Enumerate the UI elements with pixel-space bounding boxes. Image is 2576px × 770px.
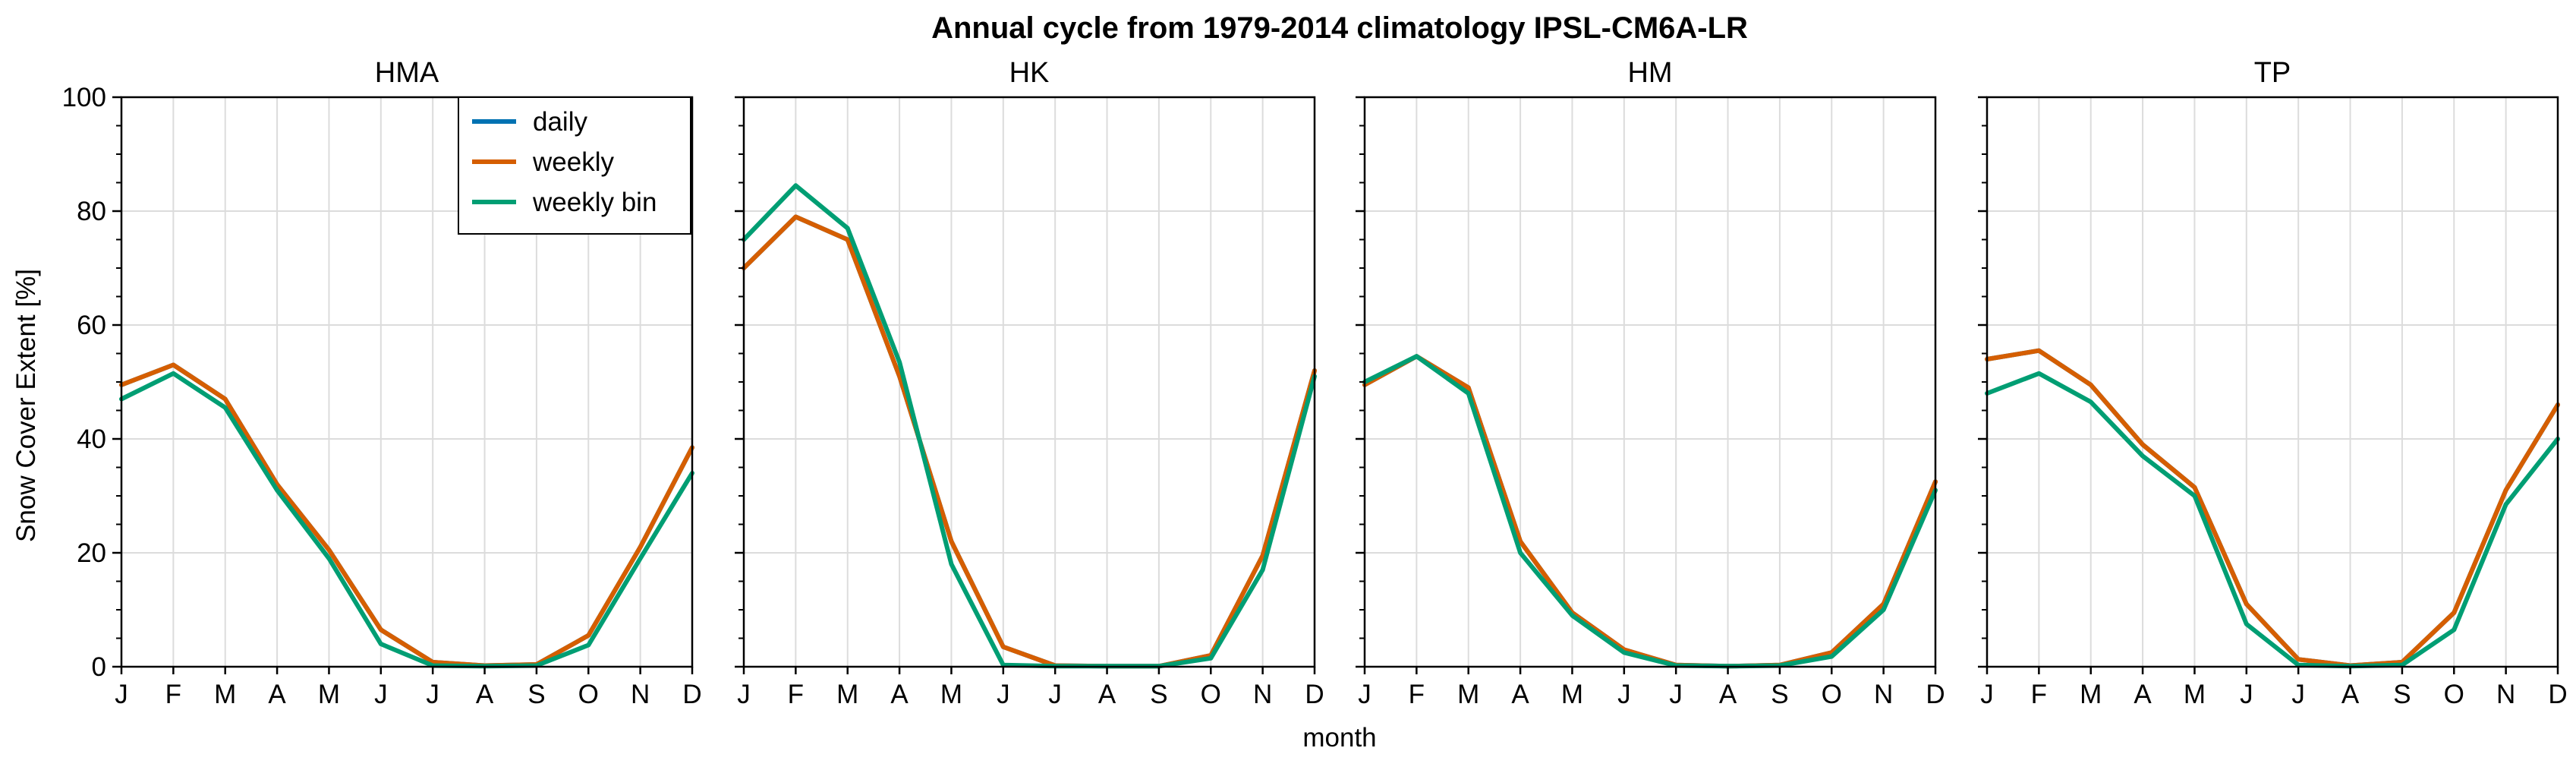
series-line-daily: [1362, 354, 1938, 669]
y-tick-label: 40: [77, 424, 106, 454]
x-tick-label: S: [527, 680, 545, 709]
x-tick-label: M: [2080, 680, 2102, 709]
x-tick-label: J: [2291, 680, 2305, 709]
x-tick-label: S: [1150, 680, 1167, 709]
x-tick-label: M: [214, 680, 236, 709]
panel-hm: J F M A M J J A S O N D HM: [1356, 57, 1945, 709]
y-tick-label: 100: [62, 83, 106, 112]
x-tick-label: D: [682, 680, 701, 709]
panel-title: HMA: [375, 57, 439, 89]
x-tick-label: D: [1305, 680, 1324, 709]
x-tick-label: D: [1926, 680, 1945, 709]
x-tick-label: F: [165, 680, 181, 709]
x-tick-label: M: [1457, 680, 1479, 709]
y-tick-label: 20: [77, 538, 106, 568]
series-line-weekly: [742, 214, 1317, 669]
x-tick-label: M: [2184, 680, 2206, 709]
plot-frame: [742, 96, 1316, 668]
panel-title: HM: [1627, 57, 1672, 89]
x-tick-label: J: [737, 680, 751, 709]
panel-tp: J F M A M J J A S O N D TP: [1978, 57, 2568, 709]
x-axis-label: month: [1302, 723, 1376, 753]
x-tick-label: N: [2496, 680, 2515, 709]
x-tick-label: F: [788, 680, 804, 709]
x-tick-label: J: [374, 680, 388, 709]
x-tick-label: O: [1822, 680, 1842, 709]
legend-label: daily: [533, 107, 587, 137]
series-line-weekly: [1362, 354, 1938, 669]
series-line-weekly-bin: [1985, 371, 2560, 669]
y-axis-label: Snow Cover Extent [%]: [11, 269, 41, 542]
x-tick-label: A: [1719, 680, 1737, 709]
x-tick-label: A: [1098, 680, 1116, 709]
subplot-panels: J F M A M J J A S O N D020406080100HMAdailyweeklywe…: [62, 57, 2568, 709]
x-tick-label: M: [1561, 680, 1583, 709]
x-tick-label: J: [1048, 680, 1062, 709]
x-tick-label: M: [940, 680, 962, 709]
x-tick-label: S: [1771, 680, 1788, 709]
x-tick-label: N: [631, 680, 650, 709]
series-line-weekly: [119, 362, 694, 668]
x-tick-label: M: [836, 680, 858, 709]
y-tick-label: 0: [92, 652, 106, 682]
x-tick-label: O: [578, 680, 599, 709]
panel-hk: J F M A M J J A S O N D HK: [735, 57, 1324, 709]
x-tick-label: S: [2393, 680, 2411, 709]
x-tick-label: J: [1617, 680, 1631, 709]
panel-hma: J F M A M J J A S O N D 0 20 40 60 80 100 HMA daily weekly we…: [62, 57, 702, 709]
x-tick-label: J: [997, 680, 1010, 709]
x-tick-label: A: [476, 680, 494, 709]
x-tick-label: F: [1409, 680, 1425, 709]
x-tick-label: J: [115, 680, 128, 709]
series-line-weekly: [1985, 348, 2560, 668]
x-tick-label: J: [426, 680, 439, 709]
series-line-daily: [1985, 348, 2560, 668]
legend-label: weekly bin: [532, 188, 657, 217]
x-tick-label: J: [1669, 680, 1683, 709]
x-tick-label: A: [1511, 680, 1529, 709]
y-tick-label: 80: [77, 197, 106, 226]
panel-title: HK: [1009, 57, 1050, 89]
x-tick-label: F: [2031, 680, 2047, 709]
x-tick-label: D: [2548, 680, 2567, 709]
x-tick-label: N: [1874, 680, 1893, 709]
x-tick-label: A: [268, 680, 286, 709]
x-tick-label: A: [890, 680, 909, 709]
x-tick-label: O: [1201, 680, 1221, 709]
x-tick-label: A: [2341, 680, 2360, 709]
y-tick-label: 60: [77, 311, 106, 340]
x-tick-label: J: [1980, 680, 1994, 709]
figure-title: Annual cycle from 1979-2014 climatology …: [931, 11, 1748, 45]
x-tick-label: M: [318, 680, 340, 709]
x-tick-label: O: [2444, 680, 2464, 709]
panel-title: TP: [2254, 57, 2291, 89]
x-tick-label: J: [1358, 680, 1371, 709]
legend-label: weekly: [532, 147, 614, 177]
x-tick-label: A: [2134, 680, 2152, 709]
x-tick-label: J: [2240, 680, 2253, 709]
series-line-daily: [119, 362, 694, 668]
series-line-weekly-bin: [1362, 354, 1938, 669]
series-line-daily: [742, 214, 1317, 669]
series-line-weekly-bin: [742, 183, 1317, 669]
series-line-weekly-bin: [119, 371, 694, 669]
legend: daily weekly weekly bin: [458, 96, 691, 235]
x-tick-label: N: [1253, 680, 1272, 709]
